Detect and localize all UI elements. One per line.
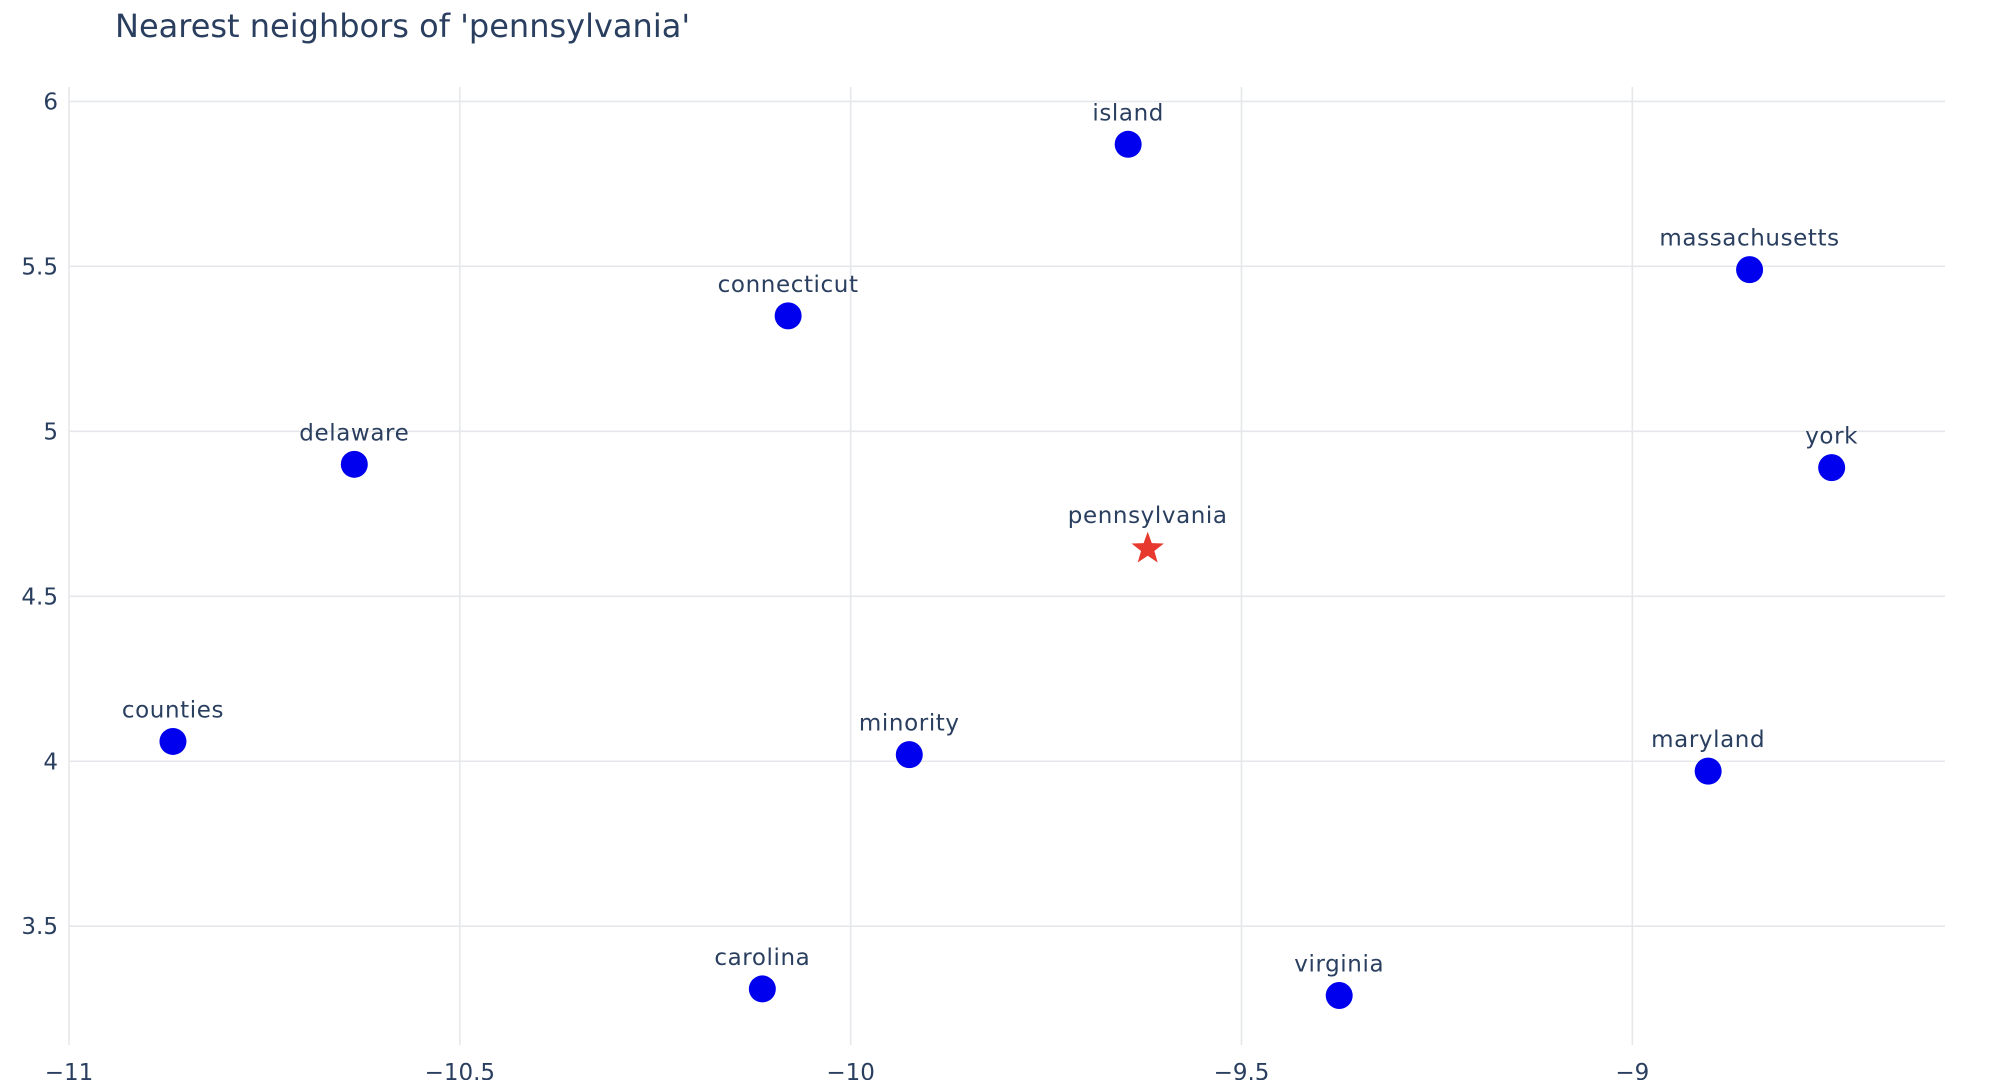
point-label-york: york <box>1805 424 1858 450</box>
y-tick-label: 5.5 <box>21 254 58 280</box>
x-tick-label: −9 <box>1615 1060 1649 1080</box>
point-label-maryland: maryland <box>1651 727 1765 753</box>
neighbor-point-counties[interactable] <box>159 727 187 755</box>
neighbor-point-massachusetts[interactable] <box>1736 256 1764 284</box>
y-tick-label: 4.5 <box>21 584 58 610</box>
neighbor-point-minority[interactable] <box>895 741 923 769</box>
grid <box>68 87 1945 1045</box>
chart-title: Nearest neighbors of 'pennsylvania' <box>115 7 690 45</box>
neighbor-point-carolina[interactable] <box>748 975 776 1003</box>
neighbor-point-maryland[interactable] <box>1694 757 1722 785</box>
x-tick-label: −11 <box>45 1060 94 1080</box>
y-tick-label: 5 <box>43 419 58 445</box>
neighbor-point-virginia[interactable] <box>1325 982 1353 1010</box>
y-tick-label: 4 <box>43 749 58 775</box>
point-label-massachusetts: massachusetts <box>1659 226 1839 252</box>
x-tick-label: −10 <box>826 1060 875 1080</box>
neighbor-point-delaware[interactable] <box>340 450 368 478</box>
query-point-star[interactable] <box>1131 531 1164 563</box>
neighbor-point-connecticut[interactable] <box>774 302 802 330</box>
x-tick-label: −9.5 <box>1214 1060 1270 1080</box>
data-points <box>159 130 1846 1010</box>
y-tick-label: 3.5 <box>21 914 58 940</box>
y-tick-label: 6 <box>43 89 58 115</box>
point-label-minority: minority <box>859 711 960 737</box>
point-label-island: island <box>1092 100 1164 126</box>
point-label-counties: counties <box>122 697 224 723</box>
neighbor-point-island[interactable] <box>1114 130 1142 158</box>
point-label-connecticut: connecticut <box>718 272 859 298</box>
point-label-carolina: carolina <box>714 945 810 971</box>
x-tick-label: −10.5 <box>425 1060 495 1080</box>
point-label-delaware: delaware <box>299 420 409 446</box>
point-label-virginia: virginia <box>1294 952 1384 978</box>
axis-ticks: −11 −10.5 −10 −9.5 −9 3.5 4 4.5 5 5.5 6 <box>21 89 1649 1080</box>
point-label-pennsylvania: pennsylvania <box>1068 503 1228 529</box>
point-labels: island massachusetts connecticut delaware yo… <box>122 100 1858 977</box>
neighbor-point-york[interactable] <box>1818 454 1846 482</box>
